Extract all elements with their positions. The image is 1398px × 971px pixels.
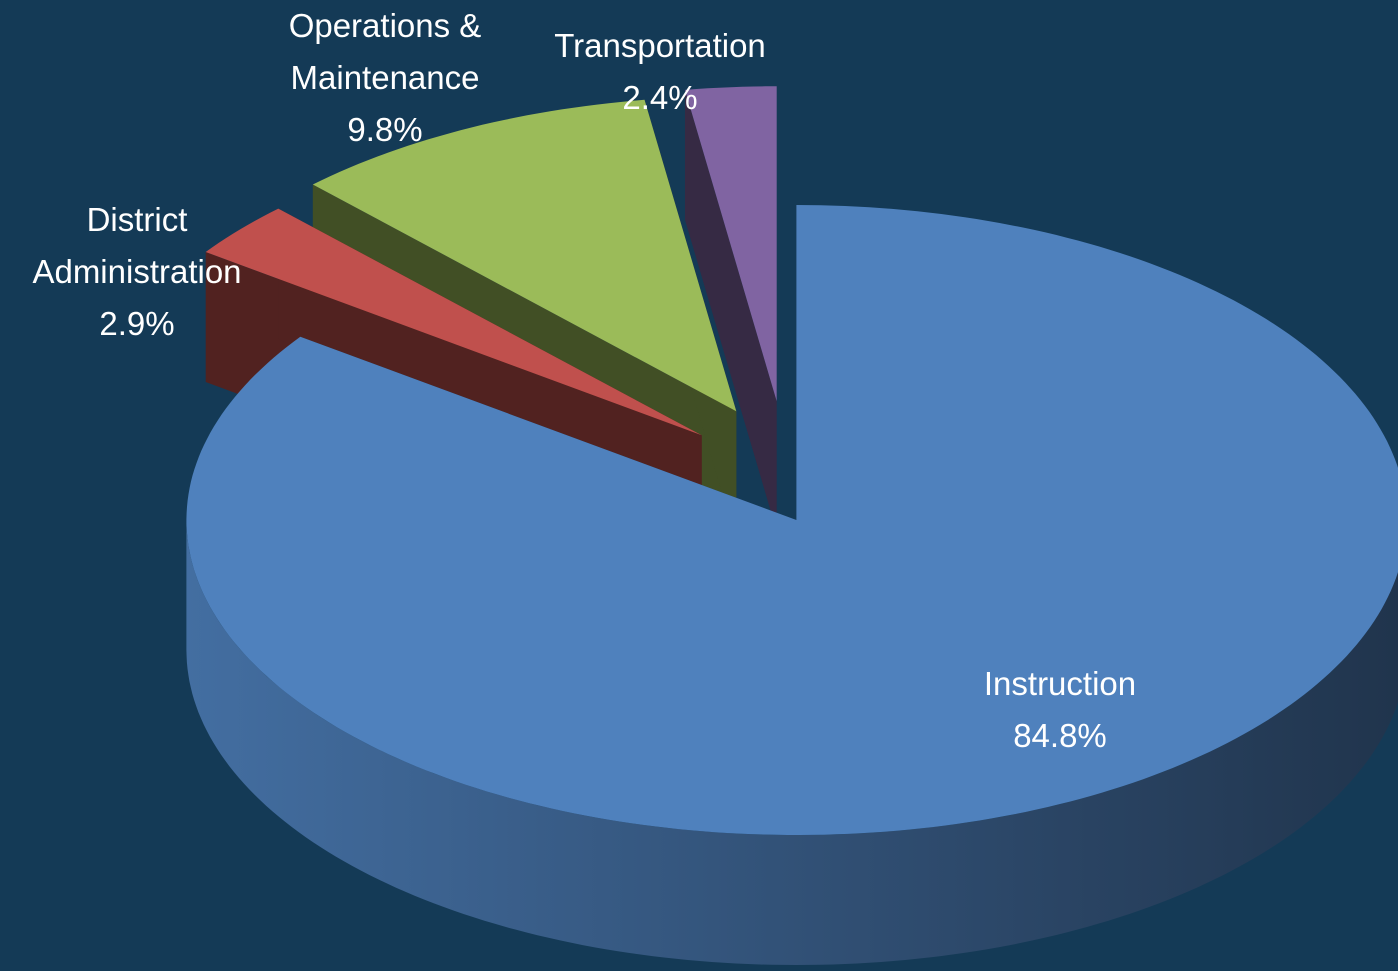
slice-side <box>685 89 777 532</box>
slice-label: Transportation 2.4% <box>510 20 810 124</box>
slice-label: Instruction 84.8% <box>910 658 1210 762</box>
value-label: 2.9% <box>99 305 175 342</box>
slice-top <box>312 99 737 412</box>
value-label: 9.8% <box>347 111 423 148</box>
pie-slice <box>186 205 1398 965</box>
slice-wall <box>186 520 1398 965</box>
pie-slice <box>685 86 777 532</box>
category-label: Instruction <box>983 665 1137 702</box>
slice-top <box>186 205 1398 835</box>
slice-label: Operations & Maintenance 9.8% <box>255 0 515 156</box>
value-label: 84.8% <box>1013 717 1107 754</box>
category-label: Transportation <box>554 27 766 64</box>
slice-label: District Administration 2.9% <box>2 194 272 350</box>
category-label: District Administration <box>32 201 242 290</box>
slice-top <box>205 208 702 436</box>
category-label: Operations & Maintenance <box>288 7 482 96</box>
value-label: 2.4% <box>622 79 698 116</box>
slice-top <box>685 86 777 402</box>
